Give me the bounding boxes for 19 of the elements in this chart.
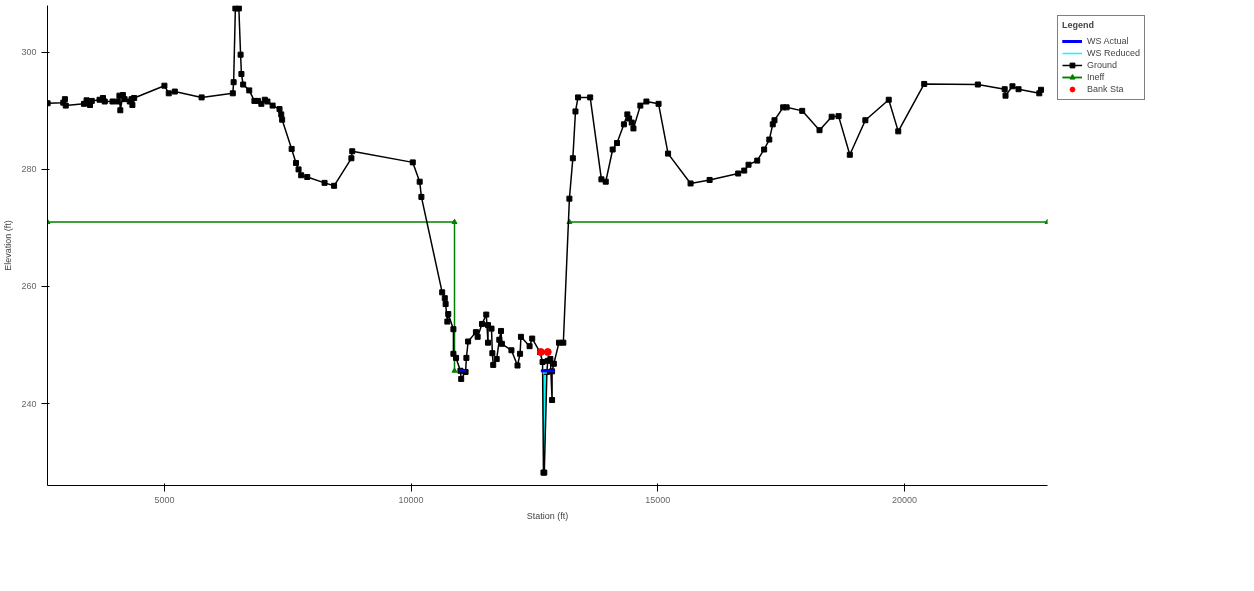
point — [451, 218, 458, 225]
point — [543, 348, 552, 357]
legend-label: Bank Sta — [1087, 84, 1124, 94]
point — [451, 367, 458, 373]
legend-label: Ineff — [1087, 72, 1106, 82]
legend-label: Ground — [1087, 60, 1118, 70]
y-tick-label: 280 — [21, 164, 37, 175]
legend-title: Legend — [1062, 20, 1095, 30]
x-tick-label: 10000 — [398, 494, 424, 505]
y-tick-label: 300 — [21, 47, 37, 58]
y-tick-label: 240 — [21, 398, 37, 409]
y-tick-label: 260 — [21, 281, 37, 292]
x-tick-label: 15000 — [645, 494, 671, 505]
legend-label: WS Reduced — [1087, 48, 1141, 58]
y-axis-title: Elevation (ft) — [3, 220, 14, 271]
x-axis-title: Station (ft) — [526, 510, 569, 521]
legend-label: WS Actual — [1087, 36, 1129, 46]
x-tick-label: 20000 — [891, 494, 917, 505]
x-tick-label: 5000 — [154, 494, 175, 505]
